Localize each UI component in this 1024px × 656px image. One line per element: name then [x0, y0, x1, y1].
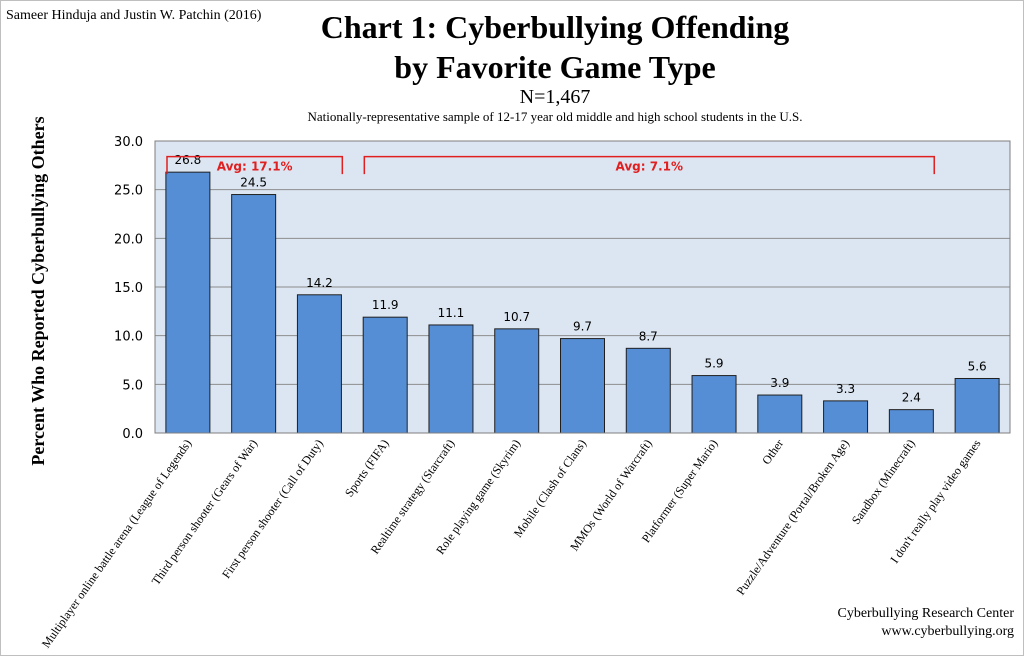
footer-org: Cyberbullying Research Center	[837, 606, 1014, 621]
sample-size: N=1,467	[520, 86, 591, 108]
bar	[296, 294, 342, 434]
y-tick-label: 30.0	[114, 135, 143, 150]
bar	[954, 377, 1000, 434]
y-tick-label: 20.0	[114, 232, 143, 247]
bar	[691, 375, 737, 434]
bar-value-label: 11.9	[372, 298, 399, 312]
bar	[757, 394, 803, 434]
bar-value-label: 10.7	[503, 310, 530, 324]
plot-border	[154, 140, 1011, 434]
bar	[823, 400, 869, 434]
bar	[560, 338, 605, 434]
bar	[362, 316, 408, 434]
bar-value-label: 3.9	[770, 376, 789, 390]
bars	[165, 171, 1000, 434]
y-tick-label: 10.0	[114, 330, 143, 345]
chart-subtitle: Nationally-representative sample of 12-1…	[308, 109, 803, 124]
y-tick-label: 15.0	[114, 281, 143, 296]
average-label: Avg: 7.1%	[616, 160, 684, 174]
bar-value-label: 11.1	[438, 306, 465, 320]
bar-value-label: 8.7	[639, 329, 658, 343]
average-bracket	[363, 155, 935, 175]
y-axis-title: Percent Who Reported Cyberbullying Other…	[28, 116, 48, 465]
bar-value-label: 26.8	[175, 153, 202, 167]
chart-title-line2: by Favorite Game Type	[394, 49, 715, 85]
average-bracket	[166, 155, 344, 175]
y-tick-label: 0.0	[122, 427, 143, 442]
bar	[165, 171, 211, 434]
bar-value-label: 5.6	[968, 359, 987, 373]
average-label: Avg: 17.1%	[217, 160, 293, 174]
y-tick-label: 25.0	[114, 184, 143, 199]
bar-value-label: 9.7	[573, 320, 592, 334]
bar	[428, 324, 474, 434]
value-labels: 26.8 24.5 14.2 11.9 11.1 10.7 9.7 8.7 5.9 3.9 3.3 2…	[175, 153, 987, 404]
y-axis-ticks: 0.0 5.0 10.0 15.0 20.0 25.0 30.0	[114, 135, 143, 442]
authors-credit: Sameer Hinduja and Justin W. Patchin (20…	[6, 8, 262, 23]
bar	[494, 328, 540, 434]
bar	[625, 347, 671, 434]
bar-value-label: 14.2	[306, 276, 333, 290]
bar-value-label: 24.5	[240, 176, 267, 190]
bar	[231, 194, 277, 434]
average-brackets: Avg: 17.1% Avg: 7.1%	[166, 155, 935, 175]
footer-url: www.cyberbullying.org	[881, 624, 1014, 639]
bar-value-label: 5.9	[704, 357, 723, 371]
bar-value-label: 3.3	[836, 382, 855, 396]
bar	[888, 409, 934, 434]
y-tick-label: 5.0	[122, 378, 143, 393]
chart-title-line1: Chart 1: Cyberbullying Offending	[321, 9, 789, 45]
bar-value-label: 2.4	[902, 391, 921, 405]
